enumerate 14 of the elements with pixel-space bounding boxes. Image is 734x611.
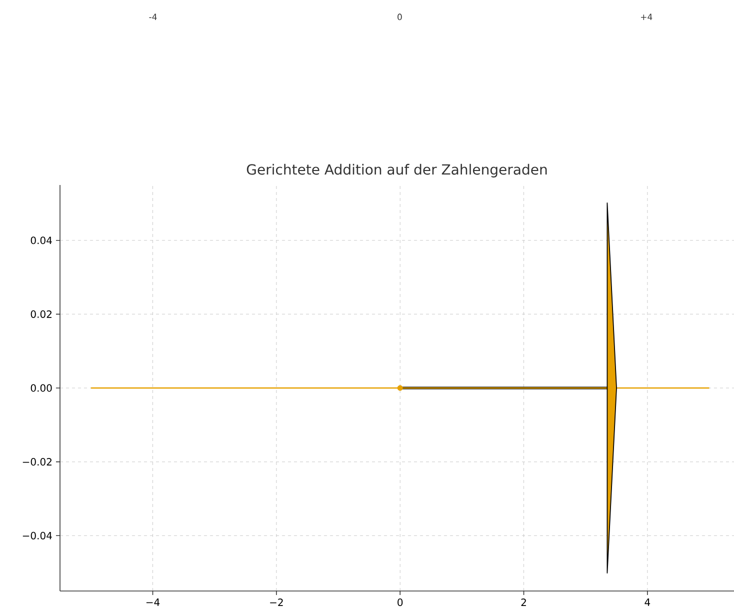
text: 0	[398, 14, 402, 20]
x-tick-label: 2	[521, 598, 526, 606]
text: +4	[641, 14, 652, 20]
y-tick-label: 0.02	[30, 310, 52, 318]
x-tick-label: 0	[398, 598, 403, 606]
x-tick-label: −2	[270, 598, 283, 606]
y-tick-label: −0.02	[22, 458, 52, 466]
y-tick-label: −0.04	[22, 532, 52, 540]
text: -4	[149, 14, 157, 20]
chart-title: Gerichtete Addition auf der Zahlengeraden	[246, 164, 547, 178]
y-tick-label: 0.00	[30, 384, 52, 392]
y-tick-label: 0.04	[30, 236, 52, 244]
x-tick-label: −4	[146, 598, 160, 606]
x-tick-label: 4	[644, 598, 650, 606]
